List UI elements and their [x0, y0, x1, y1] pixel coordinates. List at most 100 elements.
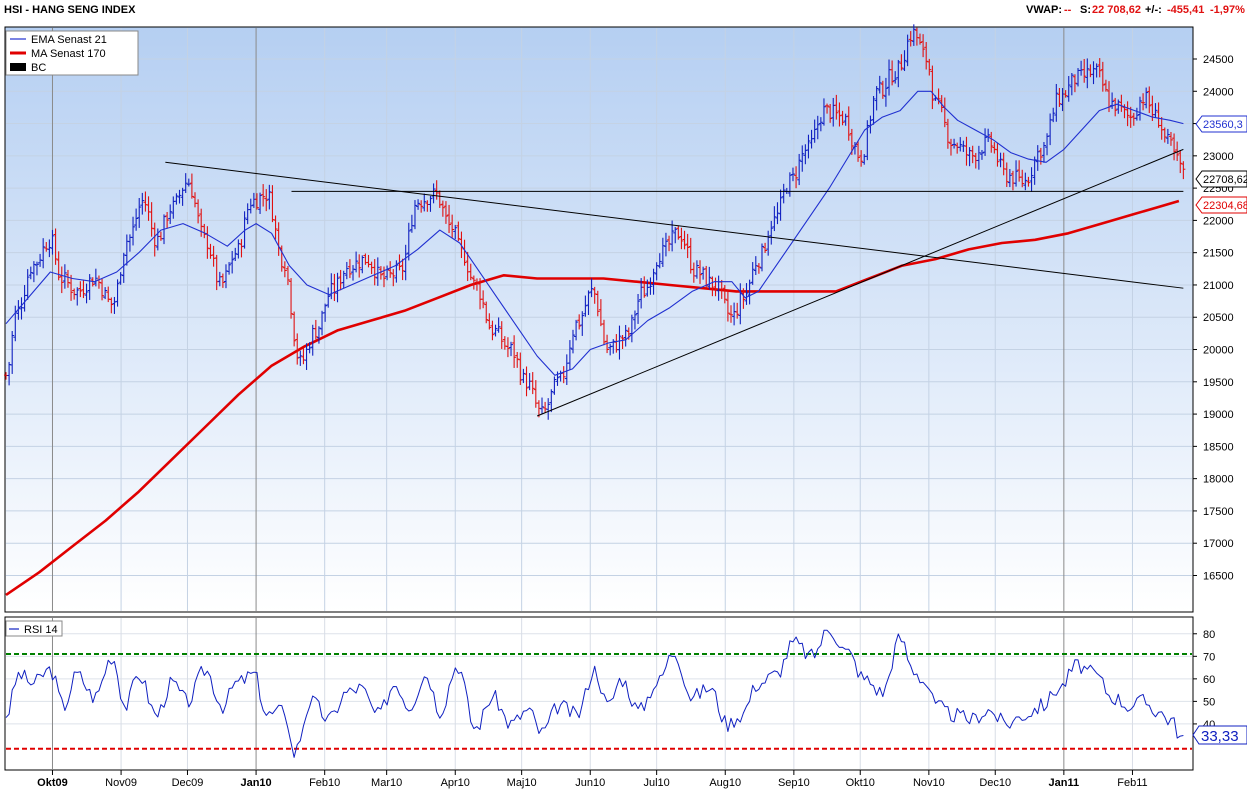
rsi-legend: RSI 14	[5, 620, 63, 637]
x-tick-label: Sep10	[778, 777, 810, 789]
price-bar	[818, 117, 823, 132]
price-bar	[261, 184, 266, 207]
price-bar	[883, 77, 888, 107]
rsi-line-layer	[5, 629, 1184, 758]
price-tick-label: 18500	[1203, 441, 1234, 453]
x-tick-label: Jun10	[575, 777, 605, 789]
ma-tag-text: 22304,68	[1203, 200, 1247, 212]
price-bar	[1072, 74, 1077, 93]
price-bar	[546, 398, 551, 420]
price-bar	[540, 397, 545, 415]
price-bar	[258, 192, 263, 214]
price-bar	[1181, 161, 1186, 180]
x-tick-label: Jul10	[643, 777, 669, 789]
change-value: -455,41	[1167, 4, 1204, 16]
price-bar	[1178, 150, 1183, 174]
price-bar	[1137, 96, 1142, 121]
rsi-tick-label: 50	[1203, 696, 1215, 708]
price-bar	[707, 266, 712, 290]
price-bar	[406, 222, 411, 261]
price-bar	[1134, 107, 1139, 121]
price-bar	[341, 270, 346, 289]
x-tick-label: Feb11	[1117, 777, 1147, 789]
price-bar	[778, 189, 783, 221]
price-bar	[812, 119, 817, 143]
price-bar	[53, 228, 58, 265]
price-bar	[1172, 133, 1177, 161]
price-bar	[474, 278, 479, 291]
price-bar	[570, 329, 575, 354]
price-bar	[1168, 131, 1173, 146]
price-bar	[295, 333, 300, 365]
price-tick-label: 19500	[1203, 377, 1234, 389]
price-bar	[930, 65, 935, 110]
price-bar	[1097, 58, 1102, 78]
price-bar	[899, 54, 904, 71]
price-bar	[456, 221, 461, 242]
price-bar	[846, 106, 851, 141]
price-bar	[948, 138, 953, 156]
price-bar	[391, 269, 396, 287]
price-bar	[1057, 87, 1062, 107]
price-bar	[1054, 83, 1059, 122]
price-bar	[744, 283, 749, 305]
price-bar	[636, 293, 641, 324]
price-bar	[264, 189, 269, 212]
price-bar	[289, 278, 294, 319]
price-bar	[134, 208, 139, 231]
x-tick-label: Mar10	[371, 777, 402, 789]
price-bar	[834, 94, 839, 120]
price-bar	[840, 110, 845, 126]
price-bar	[149, 202, 154, 237]
price-bar	[1085, 58, 1090, 89]
price-bar	[995, 142, 1000, 167]
x-tick-label: Okt09	[37, 777, 68, 789]
price-bar	[468, 263, 473, 281]
price-bar	[338, 269, 343, 291]
price-bar	[871, 95, 876, 125]
price-bar	[254, 193, 259, 210]
price-bar	[496, 317, 501, 333]
price-bar	[471, 275, 476, 290]
price-bar	[233, 247, 238, 262]
rsi-tick-label: 80	[1203, 629, 1215, 641]
price-bar	[56, 251, 61, 281]
price-bar	[493, 324, 498, 337]
price-bar	[580, 311, 585, 336]
price-bar	[787, 172, 792, 197]
x-tick-label: Maj10	[507, 777, 537, 789]
price-bar	[874, 86, 879, 111]
rsi-tag-text: 33,33	[1201, 728, 1239, 745]
price-bar	[924, 42, 929, 70]
price-bar	[1014, 160, 1019, 187]
ma-170-line	[5, 199, 1180, 596]
price-bar	[713, 277, 718, 297]
price-bar	[1023, 172, 1028, 191]
x-tick-label: Apr10	[441, 777, 470, 789]
price-bar	[292, 311, 297, 347]
trendline	[165, 161, 1184, 289]
price-tick-label: 18000	[1203, 474, 1234, 486]
price-bar	[825, 103, 830, 114]
price-bar	[670, 220, 675, 252]
price-bar	[902, 50, 907, 72]
price-bar	[59, 266, 64, 294]
price-bar	[25, 269, 30, 300]
price-bar	[797, 153, 802, 186]
price-bar	[347, 259, 352, 279]
change-label: +/-:	[1145, 4, 1162, 16]
price-bar	[549, 389, 554, 413]
price-bar	[828, 103, 833, 123]
price-bar	[673, 227, 678, 244]
price-bar	[177, 189, 182, 204]
price-bar	[137, 197, 142, 228]
price-bar	[285, 266, 290, 286]
price-tick-label: 22000	[1203, 215, 1234, 227]
price-bar	[1041, 142, 1046, 163]
rsi-tick-label: 60	[1203, 674, 1215, 686]
price-bar	[735, 302, 740, 319]
legend-bc-swatch	[10, 63, 26, 71]
price-bar	[248, 198, 253, 214]
